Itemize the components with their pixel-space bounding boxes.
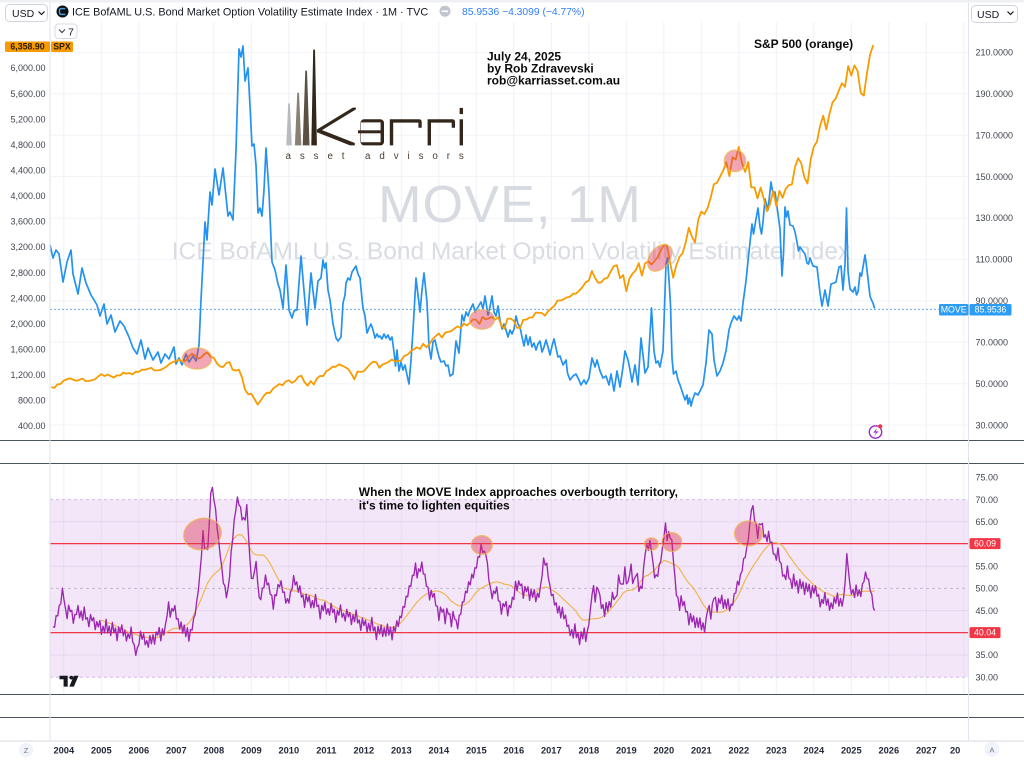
svg-text:4,000.00: 4,000.00 (10, 191, 45, 201)
svg-text:2027: 2027 (916, 746, 937, 756)
svg-text:MOVE, 1M: MOVE, 1M (378, 176, 642, 234)
svg-text:75.00: 75.00 (976, 473, 999, 483)
svg-text:800.00: 800.00 (18, 396, 46, 406)
svg-text:2,800.00: 2,800.00 (10, 268, 45, 278)
svg-text:2025: 2025 (841, 746, 862, 756)
svg-text:70.00: 70.00 (976, 495, 999, 505)
svg-text:150.0000: 150.0000 (976, 172, 1014, 182)
svg-text:USD: USD (977, 9, 1000, 21)
svg-text:USD: USD (12, 8, 35, 20)
svg-text:2006: 2006 (128, 746, 149, 756)
svg-text:3,600.00: 3,600.00 (10, 217, 45, 227)
svg-text:by Rob Zdravevski: by Rob Zdravevski (487, 62, 594, 76)
svg-text:60.09: 60.09 (974, 539, 996, 549)
svg-text:1,600.00: 1,600.00 (10, 345, 45, 355)
svg-text:45.00: 45.00 (976, 606, 999, 616)
svg-text:30.00: 30.00 (976, 672, 999, 682)
svg-text:S&P 500 (orange): S&P 500 (orange) (754, 37, 853, 51)
svg-text:ICE BofAML U.S. Bond Market Op: ICE BofAML U.S. Bond Market Option Volat… (172, 238, 851, 265)
svg-text:190.0000: 190.0000 (976, 89, 1014, 99)
svg-text:2004: 2004 (53, 746, 75, 756)
svg-text:5,200.00: 5,200.00 (10, 114, 45, 124)
svg-text:130.0000: 130.0000 (976, 213, 1014, 223)
svg-text:5,600.00: 5,600.00 (10, 89, 45, 99)
svg-text:2018: 2018 (578, 746, 599, 756)
svg-text:2010: 2010 (278, 746, 299, 756)
svg-text:2,400.00: 2,400.00 (10, 293, 45, 303)
svg-text:170.0000: 170.0000 (976, 130, 1014, 140)
svg-text:July 24, 2025: July 24, 2025 (487, 50, 561, 64)
svg-text:rob@karriasset.com.au: rob@karriasset.com.au (487, 74, 620, 88)
svg-text:2023: 2023 (766, 746, 787, 756)
svg-text:2011: 2011 (316, 746, 336, 756)
svg-text:85.9536 −4.3099 (−4.77%): 85.9536 −4.3099 (−4.77%) (462, 7, 585, 18)
svg-text:2015: 2015 (466, 746, 487, 756)
svg-text:2014: 2014 (428, 746, 450, 756)
svg-text:50.0000: 50.0000 (976, 379, 1009, 389)
svg-text:4,400.00: 4,400.00 (10, 166, 45, 176)
svg-text:2005: 2005 (91, 746, 112, 756)
svg-text:210.0000: 210.0000 (976, 48, 1014, 58)
svg-text:When the MOVE Index approaches: When the MOVE Index approaches overbougt… (359, 485, 678, 499)
svg-text:2009: 2009 (241, 746, 262, 756)
svg-text:ICE BofAML U.S. Bond Market Op: ICE BofAML U.S. Bond Market Option Volat… (72, 7, 428, 19)
svg-text:6,358.90: 6,358.90 (10, 42, 44, 52)
svg-text:20: 20 (950, 746, 960, 756)
svg-text:2022: 2022 (728, 746, 749, 756)
svg-text:35.00: 35.00 (976, 650, 999, 660)
svg-text:85.9536: 85.9536 (975, 305, 1007, 315)
svg-text:2024: 2024 (803, 746, 825, 756)
svg-text:55.00: 55.00 (976, 561, 999, 571)
svg-text:40.04: 40.04 (974, 628, 996, 638)
svg-text:SPX: SPX (53, 42, 71, 52)
svg-text:6,000.00: 6,000.00 (10, 63, 45, 73)
svg-text:50.00: 50.00 (976, 584, 999, 594)
svg-text:65.00: 65.00 (976, 517, 999, 527)
svg-text:2012: 2012 (353, 746, 374, 756)
svg-text:2021: 2021 (691, 746, 712, 756)
svg-text:it's time to lighten equities: it's time to lighten equities (359, 499, 510, 513)
svg-text:MOVE: MOVE (941, 305, 967, 315)
svg-text:2007: 2007 (166, 746, 187, 756)
svg-text:Z: Z (24, 746, 29, 755)
svg-text:90.0000: 90.0000 (976, 296, 1009, 306)
svg-text:2016: 2016 (503, 746, 524, 756)
svg-text:30.0000: 30.0000 (976, 420, 1009, 430)
svg-text:2026: 2026 (878, 746, 899, 756)
svg-text:7: 7 (68, 26, 74, 38)
svg-text:2008: 2008 (203, 746, 224, 756)
svg-text:1,200.00: 1,200.00 (10, 370, 45, 380)
svg-text:400.00: 400.00 (18, 421, 46, 431)
svg-text:2017: 2017 (541, 746, 562, 756)
svg-text:3,200.00: 3,200.00 (10, 242, 45, 252)
svg-text:A: A (989, 745, 994, 754)
svg-text:2019: 2019 (616, 746, 637, 756)
svg-text:2,000.00: 2,000.00 (10, 319, 45, 329)
svg-text:70.0000: 70.0000 (976, 338, 1009, 348)
svg-text:2020: 2020 (653, 746, 674, 756)
svg-text:asset advisors: asset advisors (286, 151, 473, 162)
svg-text:2013: 2013 (391, 746, 412, 756)
svg-text:110.0000: 110.0000 (976, 255, 1013, 265)
svg-text:4,800.00: 4,800.00 (10, 140, 45, 150)
